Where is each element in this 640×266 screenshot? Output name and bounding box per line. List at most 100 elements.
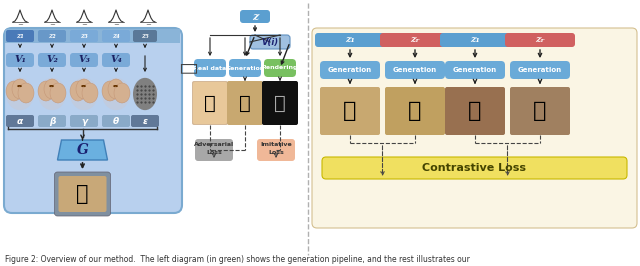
Text: ~: ~ <box>113 22 119 28</box>
Text: ~: ~ <box>17 22 23 28</box>
FancyBboxPatch shape <box>70 53 98 67</box>
Text: z₄: z₄ <box>112 32 120 40</box>
Text: Loss: Loss <box>268 149 284 155</box>
FancyBboxPatch shape <box>192 81 228 125</box>
Ellipse shape <box>18 83 34 103</box>
Ellipse shape <box>82 83 98 103</box>
FancyBboxPatch shape <box>6 53 34 67</box>
FancyBboxPatch shape <box>70 30 98 42</box>
FancyBboxPatch shape <box>133 30 157 42</box>
FancyBboxPatch shape <box>240 10 270 23</box>
FancyBboxPatch shape <box>445 87 505 135</box>
Ellipse shape <box>38 81 54 101</box>
Ellipse shape <box>50 83 66 103</box>
Text: Generation: Generation <box>225 65 264 70</box>
Text: z₁: z₁ <box>16 32 24 40</box>
FancyBboxPatch shape <box>445 61 505 79</box>
FancyBboxPatch shape <box>102 115 130 127</box>
FancyBboxPatch shape <box>505 33 575 47</box>
FancyBboxPatch shape <box>58 176 106 212</box>
FancyBboxPatch shape <box>229 59 261 77</box>
Text: θ: θ <box>113 117 119 126</box>
Text: ~: ~ <box>49 22 55 28</box>
FancyBboxPatch shape <box>312 28 637 228</box>
FancyBboxPatch shape <box>6 30 34 42</box>
FancyBboxPatch shape <box>262 81 298 125</box>
FancyBboxPatch shape <box>227 81 263 125</box>
FancyBboxPatch shape <box>257 139 295 161</box>
FancyBboxPatch shape <box>320 87 380 135</box>
FancyBboxPatch shape <box>510 87 570 135</box>
Ellipse shape <box>44 79 60 99</box>
FancyBboxPatch shape <box>228 82 262 124</box>
FancyBboxPatch shape <box>380 33 450 47</box>
Text: V₂: V₂ <box>46 56 58 64</box>
FancyBboxPatch shape <box>38 30 66 42</box>
Text: 👤: 👤 <box>76 184 89 204</box>
FancyBboxPatch shape <box>510 61 570 79</box>
Text: Generation: Generation <box>518 67 562 73</box>
Text: zᵣ: zᵣ <box>410 35 420 44</box>
FancyBboxPatch shape <box>195 139 233 161</box>
FancyBboxPatch shape <box>315 33 385 47</box>
Text: Generation: Generation <box>328 67 372 73</box>
Text: z₁: z₁ <box>470 35 480 44</box>
Ellipse shape <box>102 81 118 101</box>
Text: Real data: Real data <box>193 65 227 70</box>
FancyBboxPatch shape <box>4 28 182 213</box>
Text: 🧓: 🧓 <box>533 101 547 121</box>
FancyBboxPatch shape <box>385 61 445 79</box>
FancyBboxPatch shape <box>38 53 66 67</box>
Text: Generation: Generation <box>393 67 437 73</box>
Text: Generation: Generation <box>453 67 497 73</box>
FancyBboxPatch shape <box>194 59 226 77</box>
FancyBboxPatch shape <box>70 115 98 127</box>
Ellipse shape <box>70 81 86 101</box>
Text: ﹛: ﹛ <box>179 63 198 75</box>
Text: Rendering: Rendering <box>262 65 298 70</box>
Ellipse shape <box>102 78 130 110</box>
FancyBboxPatch shape <box>440 33 510 47</box>
FancyBboxPatch shape <box>54 172 111 216</box>
Text: V₃: V₃ <box>78 56 90 64</box>
Text: V(i): V(i) <box>261 38 278 47</box>
Ellipse shape <box>108 79 124 99</box>
FancyBboxPatch shape <box>102 30 130 42</box>
Text: Loss: Loss <box>206 149 222 155</box>
FancyBboxPatch shape <box>131 115 159 127</box>
FancyBboxPatch shape <box>6 115 34 127</box>
Text: z₅: z₅ <box>141 32 149 40</box>
Text: ●●: ●● <box>49 84 55 88</box>
Ellipse shape <box>114 83 130 103</box>
Text: Contrastive Loss: Contrastive Loss <box>422 163 527 173</box>
FancyBboxPatch shape <box>193 82 227 124</box>
Text: ~: ~ <box>145 22 151 28</box>
Ellipse shape <box>70 78 98 110</box>
Ellipse shape <box>12 79 28 99</box>
Text: ~: ~ <box>81 22 87 28</box>
Text: γ: γ <box>81 117 87 126</box>
Text: 🧑: 🧑 <box>343 101 356 121</box>
Text: ●●: ●● <box>17 84 23 88</box>
Text: z: z <box>252 11 258 22</box>
Ellipse shape <box>6 81 22 101</box>
Text: z₂: z₂ <box>48 32 56 40</box>
Ellipse shape <box>76 79 92 99</box>
Text: β: β <box>49 117 55 126</box>
FancyBboxPatch shape <box>320 61 380 79</box>
Text: ●●: ●● <box>113 84 119 88</box>
Text: z₁: z₁ <box>345 35 355 44</box>
Text: 🧑: 🧑 <box>408 101 422 121</box>
Text: 🧑: 🧑 <box>239 94 251 113</box>
Text: 👱: 👱 <box>204 94 216 113</box>
FancyBboxPatch shape <box>250 35 290 49</box>
Polygon shape <box>58 140 108 160</box>
Text: Adversarial: Adversarial <box>194 142 234 147</box>
Ellipse shape <box>38 78 66 110</box>
FancyBboxPatch shape <box>385 87 445 135</box>
Text: 👤: 👤 <box>274 94 286 113</box>
Text: z₃: z₃ <box>80 32 88 40</box>
Text: G: G <box>77 143 88 157</box>
Ellipse shape <box>133 78 157 110</box>
Text: Imitative: Imitative <box>260 142 292 147</box>
